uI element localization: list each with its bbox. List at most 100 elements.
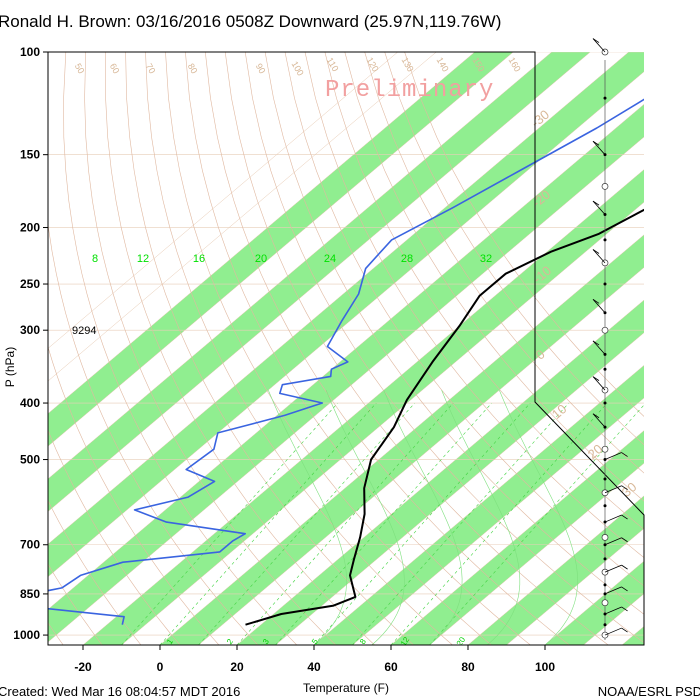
isotherm-line <box>429 462 644 645</box>
wind-barb <box>604 586 622 595</box>
mixing-ratio-bottom-label: 5 <box>310 637 320 646</box>
x-tick-label: 60 <box>384 660 398 674</box>
wind-barb-feather <box>592 38 600 43</box>
dry-adiabat <box>125 52 414 645</box>
mixing-ratio-label: 32 <box>480 253 492 265</box>
isotherm-line <box>121 201 644 645</box>
wind-calm-marker <box>601 326 609 334</box>
dry-adiabat <box>185 52 531 645</box>
dry-adiabat <box>344 52 644 502</box>
isotherm-line <box>82 169 644 645</box>
mixing-ratio-line <box>236 402 454 645</box>
wind-barb-feather <box>592 200 600 206</box>
wind-barb-feather <box>621 537 628 543</box>
isotherm-line <box>390 430 644 645</box>
dry-adiabat <box>304 52 644 558</box>
mixing-ratio-label: 8 <box>92 253 98 265</box>
y-tick-label: 700 <box>20 538 40 552</box>
dry-adiabat <box>205 52 570 645</box>
wind-barb-feather <box>621 452 628 457</box>
wind-barb-feather <box>621 564 628 570</box>
dry-adiabat <box>244 52 644 644</box>
isotherm-line <box>275 332 644 645</box>
isotherm-line <box>467 495 644 645</box>
wind-barb <box>592 340 606 355</box>
isotherm-line <box>48 52 398 349</box>
dry-adiabat <box>84 52 336 645</box>
temperature-line <box>245 208 644 626</box>
mixing-ratio-line <box>121 402 338 645</box>
moist-adiabat <box>441 389 521 645</box>
mixing-ratio-label: 20 <box>255 253 267 265</box>
y-tick-label: 150 <box>20 148 40 162</box>
x-tick-label: -20 <box>74 660 92 674</box>
wind-barb-column <box>592 38 628 640</box>
adiabat-label: 110 <box>325 56 341 73</box>
wind-barb <box>592 249 606 264</box>
wind-barb <box>592 200 606 215</box>
dry-adiabat-lines <box>48 52 644 645</box>
dry-adiabat <box>48 221 259 645</box>
green-temperature-bands <box>48 52 644 645</box>
plot-frame <box>47 51 645 646</box>
moist-adiabat <box>325 389 405 645</box>
mixing-ratio-bottom-label: 2 <box>225 637 235 646</box>
wind-calm-marker <box>601 445 609 453</box>
x-tick-label: 100 <box>535 660 555 674</box>
series-dewpoint <box>48 98 644 625</box>
wind-dot <box>603 238 607 242</box>
moist-adiabat <box>499 389 578 645</box>
mixing-ratio-bottom-label: 12 <box>399 635 412 648</box>
wind-barb-feather <box>592 140 600 146</box>
dry-adiabat <box>404 52 644 417</box>
x-tick-label: 40 <box>307 660 321 674</box>
wind-barb <box>604 452 622 460</box>
dry-adiabat <box>284 52 644 587</box>
isotherm-line <box>198 267 644 645</box>
wind-dot <box>603 477 607 481</box>
wind-dot <box>603 282 607 286</box>
green-band <box>48 52 644 577</box>
dry-adiabat <box>63 52 298 645</box>
mixing-ratio-line <box>352 402 569 645</box>
mixing-ratio-bottom-label: 8 <box>358 637 368 646</box>
wind-barb-feather <box>621 627 628 633</box>
isotherm-line <box>48 52 552 480</box>
wind-dot <box>603 623 607 627</box>
wind-barb <box>592 376 606 391</box>
x-tick-label: 80 <box>461 660 475 674</box>
dry-adiabat <box>145 52 453 645</box>
wind-dot <box>603 583 607 587</box>
dry-adiabat <box>364 52 644 474</box>
wind-dot <box>603 96 607 100</box>
y-tick-label: 100 <box>20 45 40 59</box>
mixing-ratio-label: 16 <box>193 253 205 265</box>
x-tick-label: 20 <box>230 660 244 674</box>
isotherm-line <box>506 528 644 645</box>
mixing-ratio-line <box>198 402 415 645</box>
wind-barb <box>604 514 622 523</box>
isotherm-lines <box>48 52 644 645</box>
wind-barb-feather <box>621 514 628 520</box>
sounding-series <box>48 98 644 626</box>
y-tick-label: 250 <box>20 277 40 291</box>
wind-barb-feather <box>592 413 600 419</box>
mixing-ratio-line <box>429 404 644 645</box>
dry-adiabat <box>384 52 644 446</box>
mixing-ratio-line <box>159 402 377 645</box>
isotherm-line <box>236 299 644 645</box>
y-axis-label: P (hPa) <box>3 347 17 387</box>
preliminary-watermark: Preliminary <box>325 77 494 104</box>
dry-adiabat <box>224 52 609 645</box>
adiabat-label: 100 <box>290 59 306 77</box>
mixing-ratio-lines <box>121 389 644 645</box>
source-credit: NOAA/ESRL PSD <box>598 684 700 699</box>
isotherm-line <box>48 52 629 545</box>
dry-adiabat <box>48 563 103 645</box>
dry-adiabat <box>105 52 375 645</box>
dry-adiabat <box>48 429 181 645</box>
adiabat-label: 120 <box>365 55 381 73</box>
y-tick-label: 300 <box>20 323 40 337</box>
y-tick-label: 500 <box>20 453 40 467</box>
wind-barb-feather <box>592 376 600 381</box>
